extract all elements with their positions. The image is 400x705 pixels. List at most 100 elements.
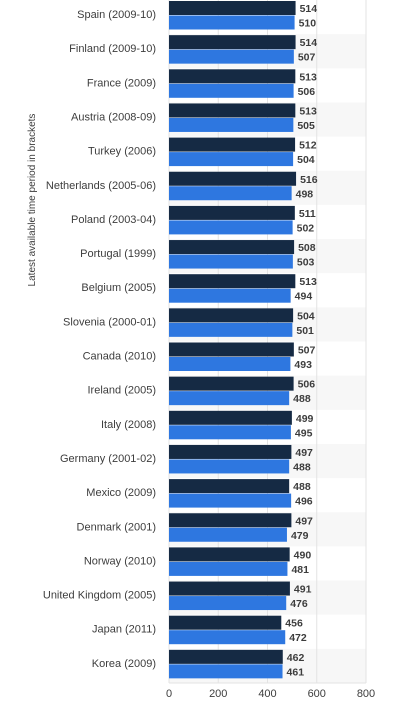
data-label: 493: [294, 359, 312, 371]
data-label: 513: [299, 71, 317, 83]
x-axis-ticks: 0 200 400 600 800: [166, 688, 375, 700]
category-label: Italy (2008): [101, 419, 156, 431]
data-label: 456: [285, 618, 303, 630]
bar: [169, 357, 291, 371]
bar: [169, 186, 292, 201]
data-label: 513: [299, 276, 317, 288]
data-label: 514: [300, 3, 318, 15]
bar: [169, 254, 293, 269]
bar: [169, 479, 290, 494]
x-tick-label: 800: [357, 688, 375, 700]
category-label: Germany (2001-02): [60, 453, 156, 465]
data-label: 510: [299, 18, 317, 30]
x-tick-label: 0: [166, 688, 172, 700]
data-label: 462: [287, 652, 305, 664]
data-label: 476: [290, 598, 308, 610]
data-label: 495: [295, 427, 313, 439]
category-label: Netherlands (2005-06): [46, 180, 156, 192]
data-label: 503: [297, 257, 315, 269]
data-label: 511: [299, 208, 316, 220]
category-label: Finland (2009-10): [69, 43, 156, 55]
bar: [169, 513, 292, 528]
data-label: 504: [297, 310, 315, 322]
data-label: 498: [296, 188, 314, 200]
data-label: 514: [300, 37, 318, 49]
bar: [169, 561, 288, 576]
data-label: 507: [298, 345, 316, 357]
data-label: 516: [300, 174, 318, 186]
category-label: Spain (2009-10): [77, 9, 156, 21]
bar: [169, 205, 295, 220]
data-label: 490: [294, 549, 312, 561]
bar: [169, 527, 287, 542]
data-label: 491: [294, 584, 312, 596]
category-label: Slovenia (2000-01): [63, 316, 156, 328]
data-label: 508: [298, 242, 316, 254]
bar: [169, 240, 295, 255]
bar: [169, 322, 293, 337]
bar: [169, 581, 290, 596]
data-label: 496: [295, 496, 313, 508]
category-label: Norway (2010): [84, 555, 156, 567]
category-label: Portugal (1999): [80, 248, 156, 260]
category-label: France (2009): [87, 77, 156, 89]
bar: [169, 459, 290, 474]
value-labels: 514 510 514 507 513 506 513 505 512 504 516 498 511 5…: [285, 3, 317, 678]
bar: [169, 288, 291, 303]
bar: [169, 171, 297, 186]
bar: [169, 664, 283, 679]
bar: [169, 425, 291, 440]
data-label: 505: [297, 120, 315, 132]
y-axis-title: Latest available time period in brackets: [27, 114, 38, 287]
bar: [169, 220, 293, 235]
x-tick-label: 200: [209, 688, 227, 700]
bar: [169, 615, 282, 630]
bar: [169, 630, 286, 645]
bar: [169, 103, 296, 118]
data-label: 461: [287, 666, 305, 678]
category-label: Mexico (2009): [86, 487, 156, 499]
bar: [169, 493, 292, 508]
bar: [169, 410, 292, 425]
bar: [169, 596, 287, 611]
data-label: 501: [296, 325, 314, 337]
category-label: United Kingdom (2005): [43, 590, 156, 602]
category-label: Canada (2010): [83, 351, 156, 363]
category-label: Belgium (2005): [81, 282, 156, 294]
data-label: 479: [291, 530, 309, 542]
bar: [169, 83, 294, 98]
data-label: 507: [298, 52, 316, 64]
data-label: 472: [289, 632, 307, 644]
category-label: Austria (2008-09): [71, 111, 156, 123]
bar: [169, 444, 292, 459]
data-label: 488: [293, 481, 311, 493]
bar: [169, 376, 294, 391]
category-labels: Spain (2009-10) Finland (2009-10) France (…: [43, 9, 156, 670]
data-label: 502: [297, 222, 315, 234]
data-label: 513: [299, 105, 317, 117]
data-label: 497: [295, 447, 313, 459]
data-label: 481: [291, 564, 309, 576]
category-label: Denmark (2001): [77, 521, 156, 533]
data-label: 512: [299, 140, 317, 152]
bar: [169, 15, 295, 30]
category-label: Turkey (2006): [88, 146, 156, 158]
bar: [169, 49, 294, 64]
bar: [169, 1, 296, 15]
category-label: Ireland (2005): [88, 385, 157, 397]
data-label: 499: [296, 413, 314, 425]
bar: [169, 308, 294, 323]
category-label: Poland (2003-04): [71, 214, 156, 226]
bar: [169, 342, 294, 357]
category-label: Japan (2011): [92, 624, 156, 636]
data-label: 494: [295, 291, 313, 303]
bar: [169, 274, 296, 289]
bar: [169, 69, 296, 84]
bar: [169, 137, 296, 152]
data-label: 506: [298, 86, 316, 98]
bar: [169, 117, 294, 132]
bar: [169, 152, 294, 167]
bars: [169, 1, 297, 679]
